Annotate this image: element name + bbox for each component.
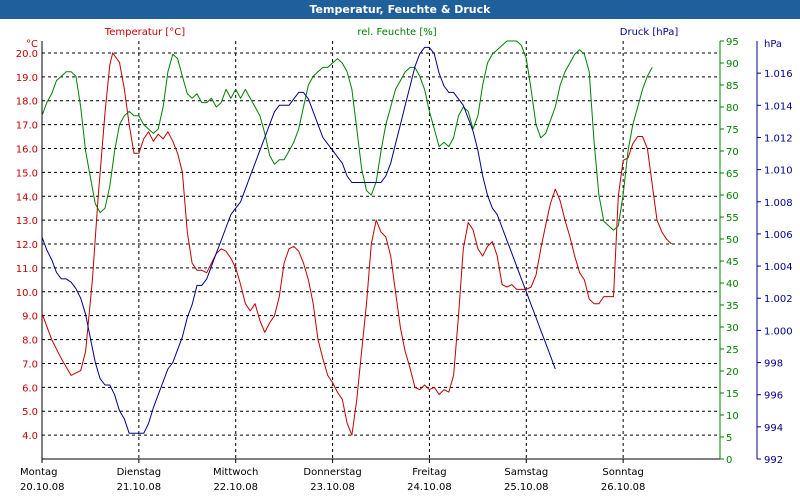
pressure-tick-label: 1.004 — [764, 262, 793, 273]
chart-background — [0, 19, 800, 500]
humidity-tick-label: 95 — [726, 37, 739, 48]
humidity-tick-label: 60 — [726, 191, 739, 202]
humidity-tick-label: 90 — [726, 59, 739, 70]
pressure-tick-label: 1.008 — [764, 198, 793, 209]
temperature-tick-label: 9.0 — [22, 312, 38, 323]
temperature-tick-label: 19.0 — [16, 73, 38, 84]
temperature-unit-label: °C — [26, 39, 38, 50]
temperature-tick-label: 14.0 — [16, 192, 38, 203]
humidity-tick-label: 30 — [726, 323, 739, 334]
temperature-tick-label: 16.0 — [16, 144, 38, 155]
temperature-tick-label: 15.0 — [16, 168, 38, 179]
humidity-axis-title: rel. Feuchte [%] — [357, 27, 436, 38]
humidity-tick-label: 0 — [726, 455, 732, 466]
pressure-tick-label: 1.016 — [764, 69, 793, 80]
temperature-tick-label: 8.0 — [22, 336, 38, 347]
pressure-tick-label: 992 — [764, 455, 783, 466]
temperature-tick-label: 17.0 — [16, 121, 38, 132]
humidity-tick-label: 70 — [726, 147, 739, 158]
x-tick-day-label: Montag — [20, 467, 57, 478]
axes — [41, 40, 761, 463]
x-tick-day-label: Sonntag — [602, 467, 644, 478]
humidity-tick-label: 80 — [726, 103, 739, 114]
pressure-tick-label: 1.012 — [764, 133, 793, 144]
x-tick-day-label: Mittwoch — [213, 467, 258, 478]
temperature-series-line — [41, 52, 672, 436]
pressure-tick-label: 1.006 — [764, 230, 793, 241]
pressure-tick-label: 1.000 — [764, 326, 793, 337]
humidity-series-line — [41, 40, 653, 231]
temperature-tick-label: 5.0 — [22, 407, 38, 418]
window-title: Temperatur, Feuchte & Druck — [309, 3, 491, 16]
chart: Temperatur [°C] rel. Feuchte [%] Druck [… — [0, 19, 800, 500]
pressure-tick-label: 996 — [764, 391, 783, 402]
humidity-tick-label: 65 — [726, 169, 739, 180]
temperature-tick-label: 6.0 — [22, 383, 38, 394]
x-tick-date-label: 26.10.08 — [601, 482, 646, 493]
humidity-tick-label: 15 — [726, 389, 739, 400]
x-tick-day-label: Freitag — [412, 467, 446, 478]
humidity-tick-label: 50 — [726, 235, 739, 246]
pressure-tick-label: 1.002 — [764, 294, 793, 305]
humidity-tick-label: 20 — [726, 367, 739, 378]
pressure-tick-label: 1.014 — [764, 101, 793, 112]
x-tick-date-label: 21.10.08 — [117, 482, 162, 493]
x-tick-day-label: Samstag — [504, 467, 548, 478]
tick-labels: 20.0 19.0 18.0 17.0 16.0 15.0 14.0 13.0 12.0 11.0… — [16, 37, 793, 493]
x-tick-day-label: Dienstag — [117, 467, 162, 478]
humidity-tick-label: 55 — [726, 213, 739, 224]
x-tick-date-label: 20.10.08 — [20, 482, 65, 493]
humidity-tick-label: 5 — [726, 433, 732, 444]
temperature-tick-label: 11.0 — [16, 264, 38, 275]
temperature-tick-label: 13.0 — [16, 216, 38, 227]
series-lines — [41, 40, 672, 436]
humidity-tick-label: 75 — [726, 125, 739, 136]
pressure-tick-label: 994 — [764, 423, 783, 434]
pressure-unit-label: hPa — [764, 39, 782, 50]
x-tick-date-label: 25.10.08 — [504, 482, 549, 493]
x-tick-date-label: 24.10.08 — [407, 482, 452, 493]
pressure-tick-label: 998 — [764, 359, 783, 370]
temperature-tick-label: 12.0 — [16, 240, 38, 251]
x-tick-day-label: Donnerstag — [303, 467, 361, 478]
humidity-tick-label: 10 — [726, 411, 739, 422]
window-titlebar: Temperatur, Feuchte & Druck — [0, 0, 800, 19]
x-tick-date-label: 23.10.08 — [310, 482, 355, 493]
temperature-tick-label: 7.0 — [22, 359, 38, 370]
humidity-tick-label: 25 — [726, 345, 739, 356]
temperature-tick-label: 18.0 — [16, 97, 38, 108]
temperature-tick-label: 4.0 — [22, 431, 38, 442]
x-tick-date-label: 22.10.08 — [213, 482, 258, 493]
humidity-tick-label: 35 — [726, 301, 739, 312]
temperature-axis-title: Temperatur [°C] — [104, 27, 185, 38]
humidity-tick-label: 45 — [726, 257, 739, 268]
temperature-tick-label: 20.0 — [16, 49, 38, 60]
temperature-tick-label: 10.0 — [16, 288, 38, 299]
pressure-series-line — [41, 46, 556, 434]
pressure-tick-label: 1.010 — [764, 166, 793, 177]
pressure-axis-title: Druck [hPa] — [620, 27, 679, 38]
humidity-tick-label: 40 — [726, 279, 739, 290]
humidity-tick-label: 85 — [726, 81, 739, 92]
